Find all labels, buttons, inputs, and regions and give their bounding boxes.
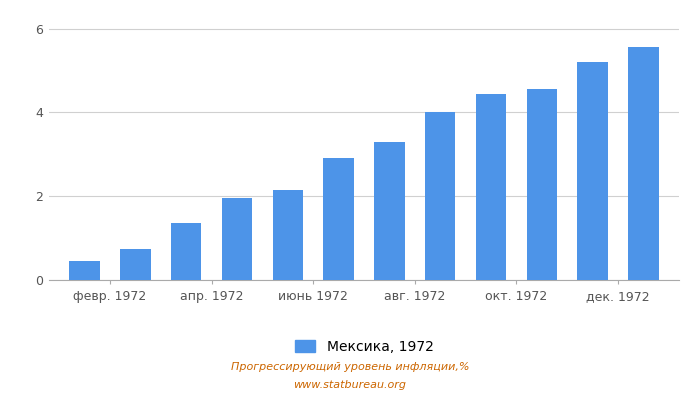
Bar	[272, 190, 303, 280]
Bar	[526, 89, 557, 280]
Text: Прогрессирующий уровень инфляции,%: Прогрессирующий уровень инфляции,%	[231, 362, 469, 372]
Text: www.statbureau.org: www.statbureau.org	[293, 380, 407, 390]
Bar	[171, 224, 202, 280]
Bar	[69, 261, 100, 280]
Bar	[578, 62, 608, 280]
Bar	[628, 48, 659, 280]
Legend: Мексика, 1972: Мексика, 1972	[289, 334, 439, 360]
Bar	[476, 94, 506, 280]
Bar	[323, 158, 354, 280]
Bar	[425, 112, 456, 280]
Bar	[222, 198, 252, 280]
Bar	[374, 142, 405, 280]
Bar	[120, 248, 150, 280]
